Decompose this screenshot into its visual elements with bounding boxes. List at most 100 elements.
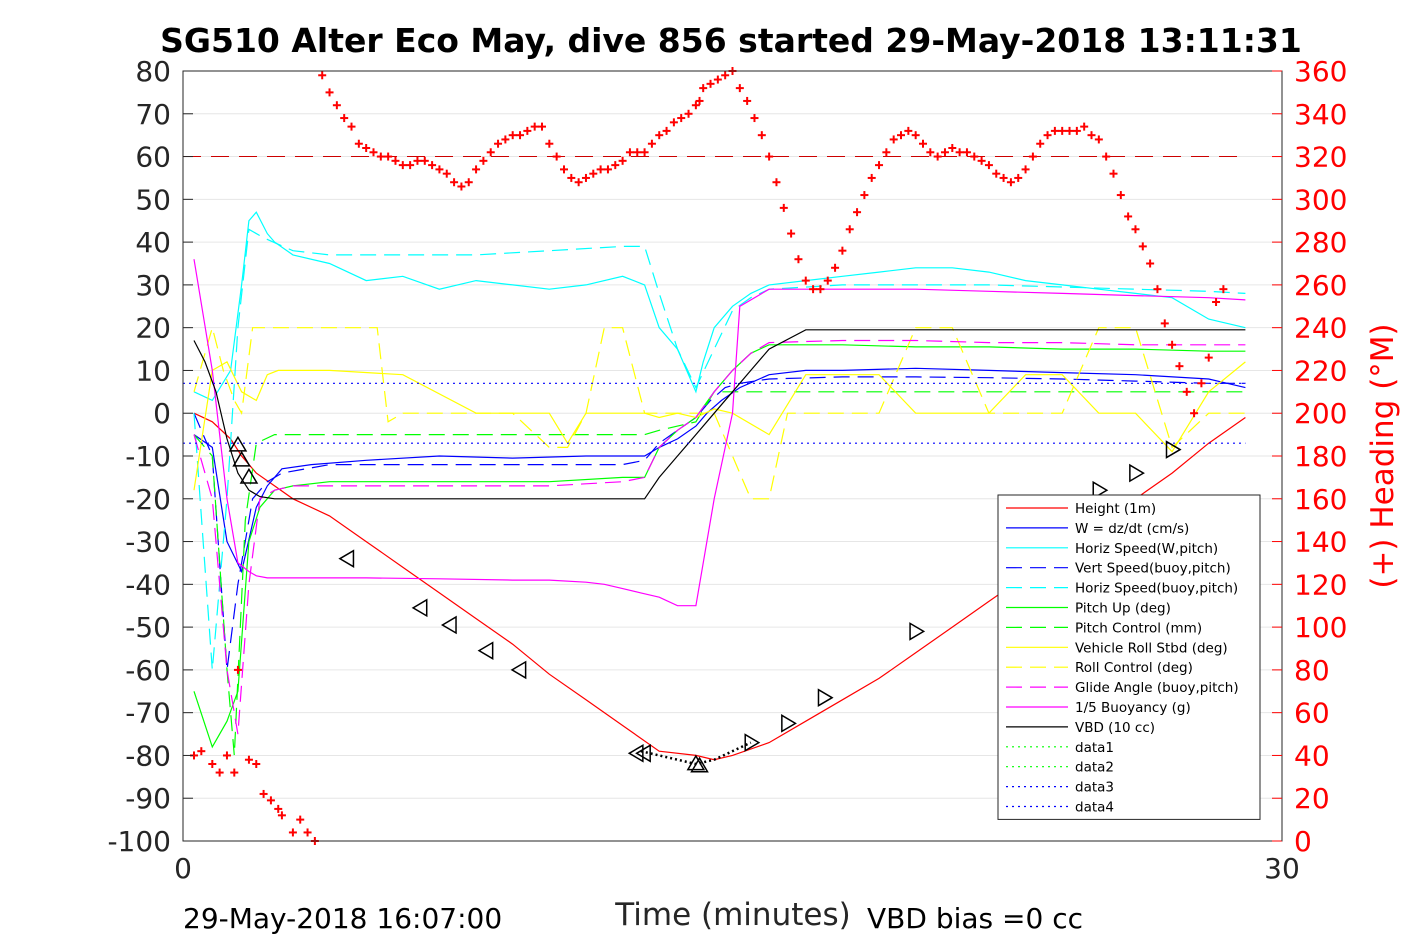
heading-point [479,156,488,165]
bottom-trace [640,741,752,766]
heading-point [853,208,862,217]
y-tick-label: -80 [125,739,171,772]
legend-entry: Horiz Speed(buoy,pitch) [1006,581,1238,597]
heading-point [706,79,715,88]
heading-point [831,263,840,272]
heading-point [1182,387,1191,396]
triangle-marker-up [690,756,709,773]
series-line-4 [193,228,1246,670]
heading-point [1175,362,1184,371]
heading-point [1131,225,1140,234]
heading-point [1160,319,1169,328]
heading-point [340,114,349,123]
heading-point [970,152,979,161]
heading-point [1219,285,1228,294]
heading-point [369,148,378,157]
heading-point [691,101,700,110]
triangle-marker-up [232,450,251,467]
heading-point [376,152,385,161]
y-tick-label: 80 [135,55,171,88]
triangle-marker-up [686,754,706,771]
y-tick-label: -40 [125,568,171,601]
triangle-marker-left [477,641,494,660]
heading-point [897,131,906,140]
legend-label: Roll Control (deg) [1075,660,1193,676]
legend-entry: VBD (10 cc) [1006,720,1155,736]
heading-point [984,161,993,170]
legend-box [997,494,1261,820]
heading-point [743,96,752,105]
heading-point [391,156,400,165]
heading-point [882,148,891,157]
heading-point [904,126,913,135]
heading-point [1204,353,1213,362]
heading-point [911,131,920,140]
heading-point [442,169,451,178]
triangle-marker-right [744,733,761,752]
heading-point [208,760,217,768]
triangle-marker-left [411,598,428,618]
x-tick-label: 30 [1264,852,1300,885]
heading-point [222,751,231,760]
heading-point [545,139,554,148]
heading-point [816,285,825,294]
y2-tick-label: 80 [1294,654,1330,687]
y-tick-label: 60 [135,141,171,174]
series-line-9 [193,339,1246,735]
legend-label: Glide Angle (buoy,pitch) [1075,680,1239,696]
heading-point [618,156,627,165]
y2-tick-label: 260 [1294,269,1347,302]
heading-point [567,173,576,182]
legend-entry: Pitch Control (mm) [1006,620,1202,636]
legend-entry: Height (1m) [1006,501,1156,517]
heading-point [523,126,532,135]
heading-point [962,148,971,157]
heading-point [721,71,730,80]
heading-point [303,828,312,837]
heading-point [1065,126,1074,135]
y-tick-label: 20 [135,312,171,345]
legend-label: Vert Speed(buoy,pitch) [1075,561,1231,577]
heading-point [677,114,686,123]
series-line-2 [193,211,1246,402]
series-line-3 [193,376,1246,670]
triangle-marker-right [781,714,797,733]
legend-entry: Pitch Up (deg) [1006,601,1171,617]
heading-point [486,148,495,157]
y-tick-label: -30 [125,526,171,559]
heading-point [252,760,261,768]
triangle-marker-right [817,688,834,708]
heading-point [1058,126,1067,135]
chart-title: SG510 Alter Eco May, dive 856 started 29… [160,21,1302,60]
heading-point [647,139,656,148]
y-tick-label: -60 [125,654,171,687]
heading-layer [183,67,1242,845]
heading-point [406,161,415,170]
heading-point [538,122,547,131]
heading-point [669,118,678,127]
heading-point [288,828,297,837]
heading-point [215,768,224,777]
legend-label: data2 [1075,760,1114,776]
heading-point [233,665,242,674]
triangle-marker-left [510,660,527,680]
heading-point [197,747,206,756]
heading-point [695,96,704,105]
y2-tick-label: 100 [1294,611,1347,644]
y2-tick-label: 280 [1294,226,1347,259]
heading-point [948,144,957,152]
heading-point [1087,131,1096,140]
heading-point [596,165,605,174]
y2-tick-label: 40 [1294,739,1330,772]
legend-entry: Vert Speed(buoy,pitch) [1006,561,1231,577]
heading-point [926,148,935,157]
heading-point [838,246,847,255]
x-axis-label: Time (minutes) [614,897,850,933]
heading-point [713,75,722,84]
y-tick-label: 70 [135,98,171,131]
legend-label: data4 [1075,800,1114,816]
heading-point [992,169,1001,178]
heading-point [1190,409,1199,418]
heading-point [472,165,481,174]
